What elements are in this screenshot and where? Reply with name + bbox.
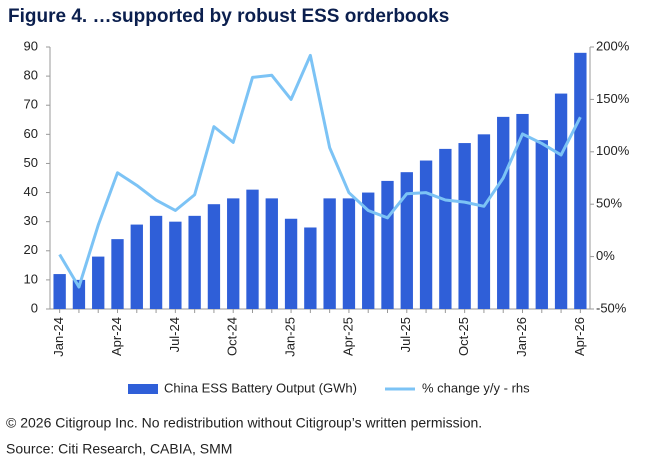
y-tick-label: 70 [24, 97, 38, 112]
bar [362, 192, 375, 309]
y-tick-label: 10 [24, 271, 38, 286]
x-tick-label: Apr-26 [572, 317, 587, 356]
bar [111, 239, 124, 309]
bar [439, 148, 452, 309]
x-tick-label: Oct-24 [225, 317, 240, 356]
bar [497, 116, 510, 309]
x-tick-label: Oct-25 [456, 317, 471, 356]
bar [381, 180, 394, 309]
y2-tick-label: 0% [596, 248, 615, 263]
bar [304, 227, 317, 309]
y-tick-label: 0 [31, 300, 38, 315]
x-tick-label: Jan-26 [514, 317, 529, 357]
x-tick-label: Jul-25 [398, 317, 413, 352]
bar [554, 93, 568, 309]
legend-label: China ESS Battery Output (GWh) [164, 380, 357, 395]
bar [535, 140, 548, 309]
bar [188, 215, 201, 309]
x-tick-label: Apr-25 [340, 317, 355, 356]
chart-title: Figure 4. …supported by robust ESS order… [8, 6, 449, 27]
bar [72, 279, 86, 309]
bar [265, 198, 278, 309]
y-tick-label: 50 [24, 155, 38, 170]
bar [169, 221, 182, 309]
y-tick-label: 20 [24, 242, 38, 257]
y2-tick-label: -50% [596, 300, 627, 315]
y2-tick-label: 200% [596, 38, 630, 53]
bar [477, 134, 491, 309]
bar [400, 172, 413, 309]
legend-label: % change y/y - rhs [422, 380, 530, 395]
x-tick-label: Jan-25 [283, 317, 298, 357]
bar [92, 256, 105, 309]
x-tick-label: Jul-24 [167, 317, 182, 352]
y-tick-label: 80 [24, 68, 38, 83]
x-tick-label: Apr-24 [109, 317, 124, 356]
y2-tick-label: 150% [596, 91, 630, 106]
bar [53, 274, 66, 309]
bar [130, 224, 143, 309]
y2-tick-label: 100% [596, 143, 630, 158]
y-tick-label: 90 [24, 38, 38, 53]
bar [574, 52, 587, 309]
bar [246, 189, 259, 309]
source: Source: Citi Research, CABIA, SMM [6, 441, 232, 457]
x-tick-label: Jan-24 [51, 317, 66, 357]
y-tick-label: 40 [24, 184, 38, 199]
bar [323, 198, 336, 309]
line [58, 53, 582, 289]
y-tick-label: 60 [24, 126, 38, 141]
y2-tick-label: 50% [596, 196, 622, 211]
bar [342, 198, 356, 309]
bar [149, 215, 163, 309]
footnote: © 2026 Citigroup Inc. No redistribution … [6, 415, 482, 431]
bar [227, 198, 240, 309]
bar [284, 218, 298, 309]
legend-swatch [128, 384, 158, 394]
bar [458, 143, 471, 309]
bar [419, 160, 433, 309]
bar [516, 113, 529, 309]
bar [207, 204, 221, 309]
y-tick-label: 30 [24, 213, 38, 228]
